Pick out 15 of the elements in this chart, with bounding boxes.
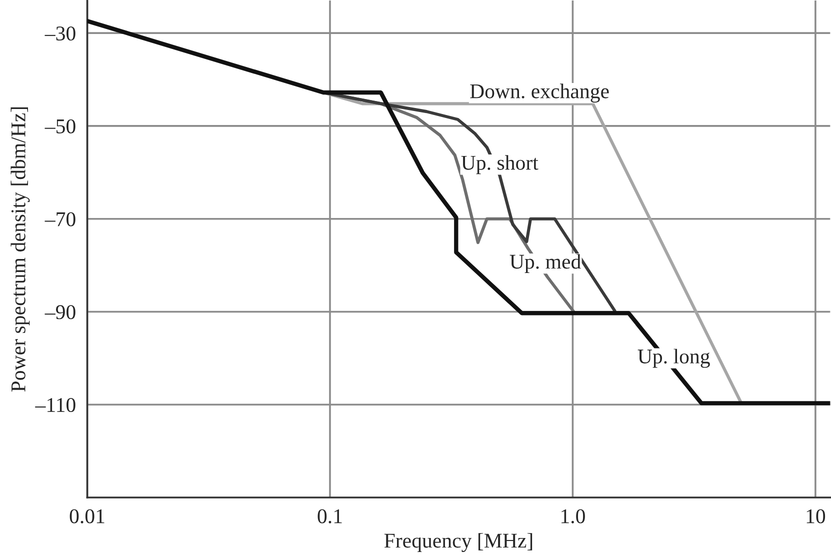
y-tick-label: –30 (44, 26, 76, 41)
annotation: Down. exchange (470, 84, 609, 103)
annotation: Up. long (638, 348, 710, 368)
x-tick-label: 0.01 (70, 509, 104, 524)
annotation: Up. short (461, 155, 538, 174)
y-tick-label: –50 (44, 119, 76, 134)
x-tick-label: 0.1 (318, 509, 342, 524)
y-axis-title: Power spectrum density [dbm/Hz] (10, 107, 30, 392)
y-tick-label: –90 (44, 305, 76, 320)
x-tick-label: 1.0 (562, 509, 585, 524)
x-tick-label: 10 (806, 509, 826, 524)
y-tick-label: –110 (35, 398, 76, 412)
x-axis-title: Frequency [MHz] (384, 533, 532, 552)
annotation: Up. med (510, 254, 581, 273)
y-tick-label: –70 (44, 212, 76, 226)
